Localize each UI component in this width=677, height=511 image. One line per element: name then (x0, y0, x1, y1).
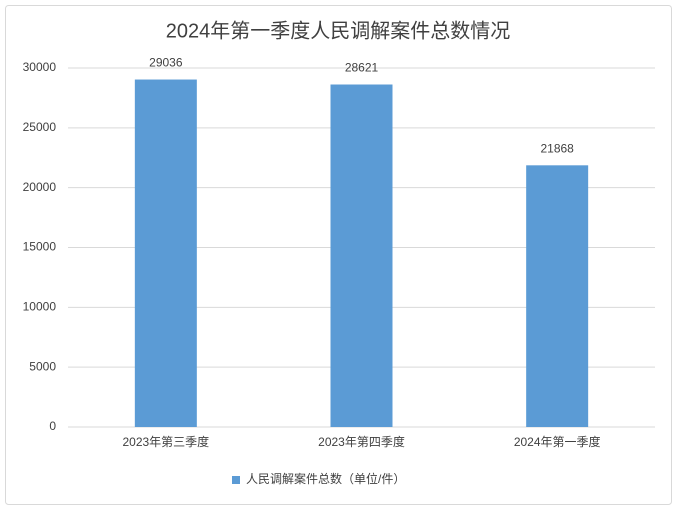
legend-label: 人民调解案件总数（单位/件） (246, 471, 405, 486)
bar (330, 84, 393, 427)
y-tick-label: 30000 (23, 60, 57, 74)
x-tick-label: 2023年第三季度 (122, 434, 209, 449)
y-tick-label: 0 (49, 419, 56, 433)
y-tick-label: 20000 (23, 180, 57, 194)
legend-swatch (232, 476, 240, 484)
data-label: 29036 (149, 56, 183, 70)
y-tick-label: 5000 (29, 359, 56, 373)
y-tick-label: 15000 (23, 240, 57, 254)
y-tick-label: 10000 (23, 300, 57, 314)
y-tick-label: 25000 (23, 120, 57, 134)
x-tick-label: 2023年第四季度 (318, 434, 405, 449)
data-label: 21868 (540, 141, 574, 155)
chart-title: 2024年第一季度人民调解案件总数情况 (166, 19, 511, 42)
x-tick-label: 2024年第一季度 (514, 434, 601, 449)
bar (134, 79, 197, 428)
bar (526, 165, 589, 427)
data-label: 28621 (345, 61, 379, 75)
